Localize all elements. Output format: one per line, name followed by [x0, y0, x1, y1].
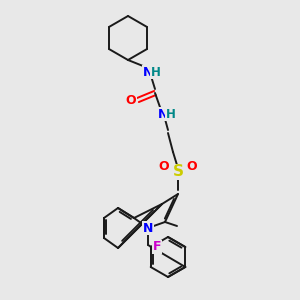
Text: N: N: [143, 65, 153, 79]
Text: H: H: [151, 65, 161, 79]
Text: N: N: [143, 221, 153, 235]
Text: F: F: [152, 241, 161, 254]
Text: O: O: [126, 94, 136, 106]
Text: O: O: [187, 160, 197, 172]
Text: H: H: [166, 107, 176, 121]
Text: N: N: [158, 107, 168, 121]
Text: O: O: [159, 160, 169, 172]
Text: S: S: [172, 164, 184, 179]
